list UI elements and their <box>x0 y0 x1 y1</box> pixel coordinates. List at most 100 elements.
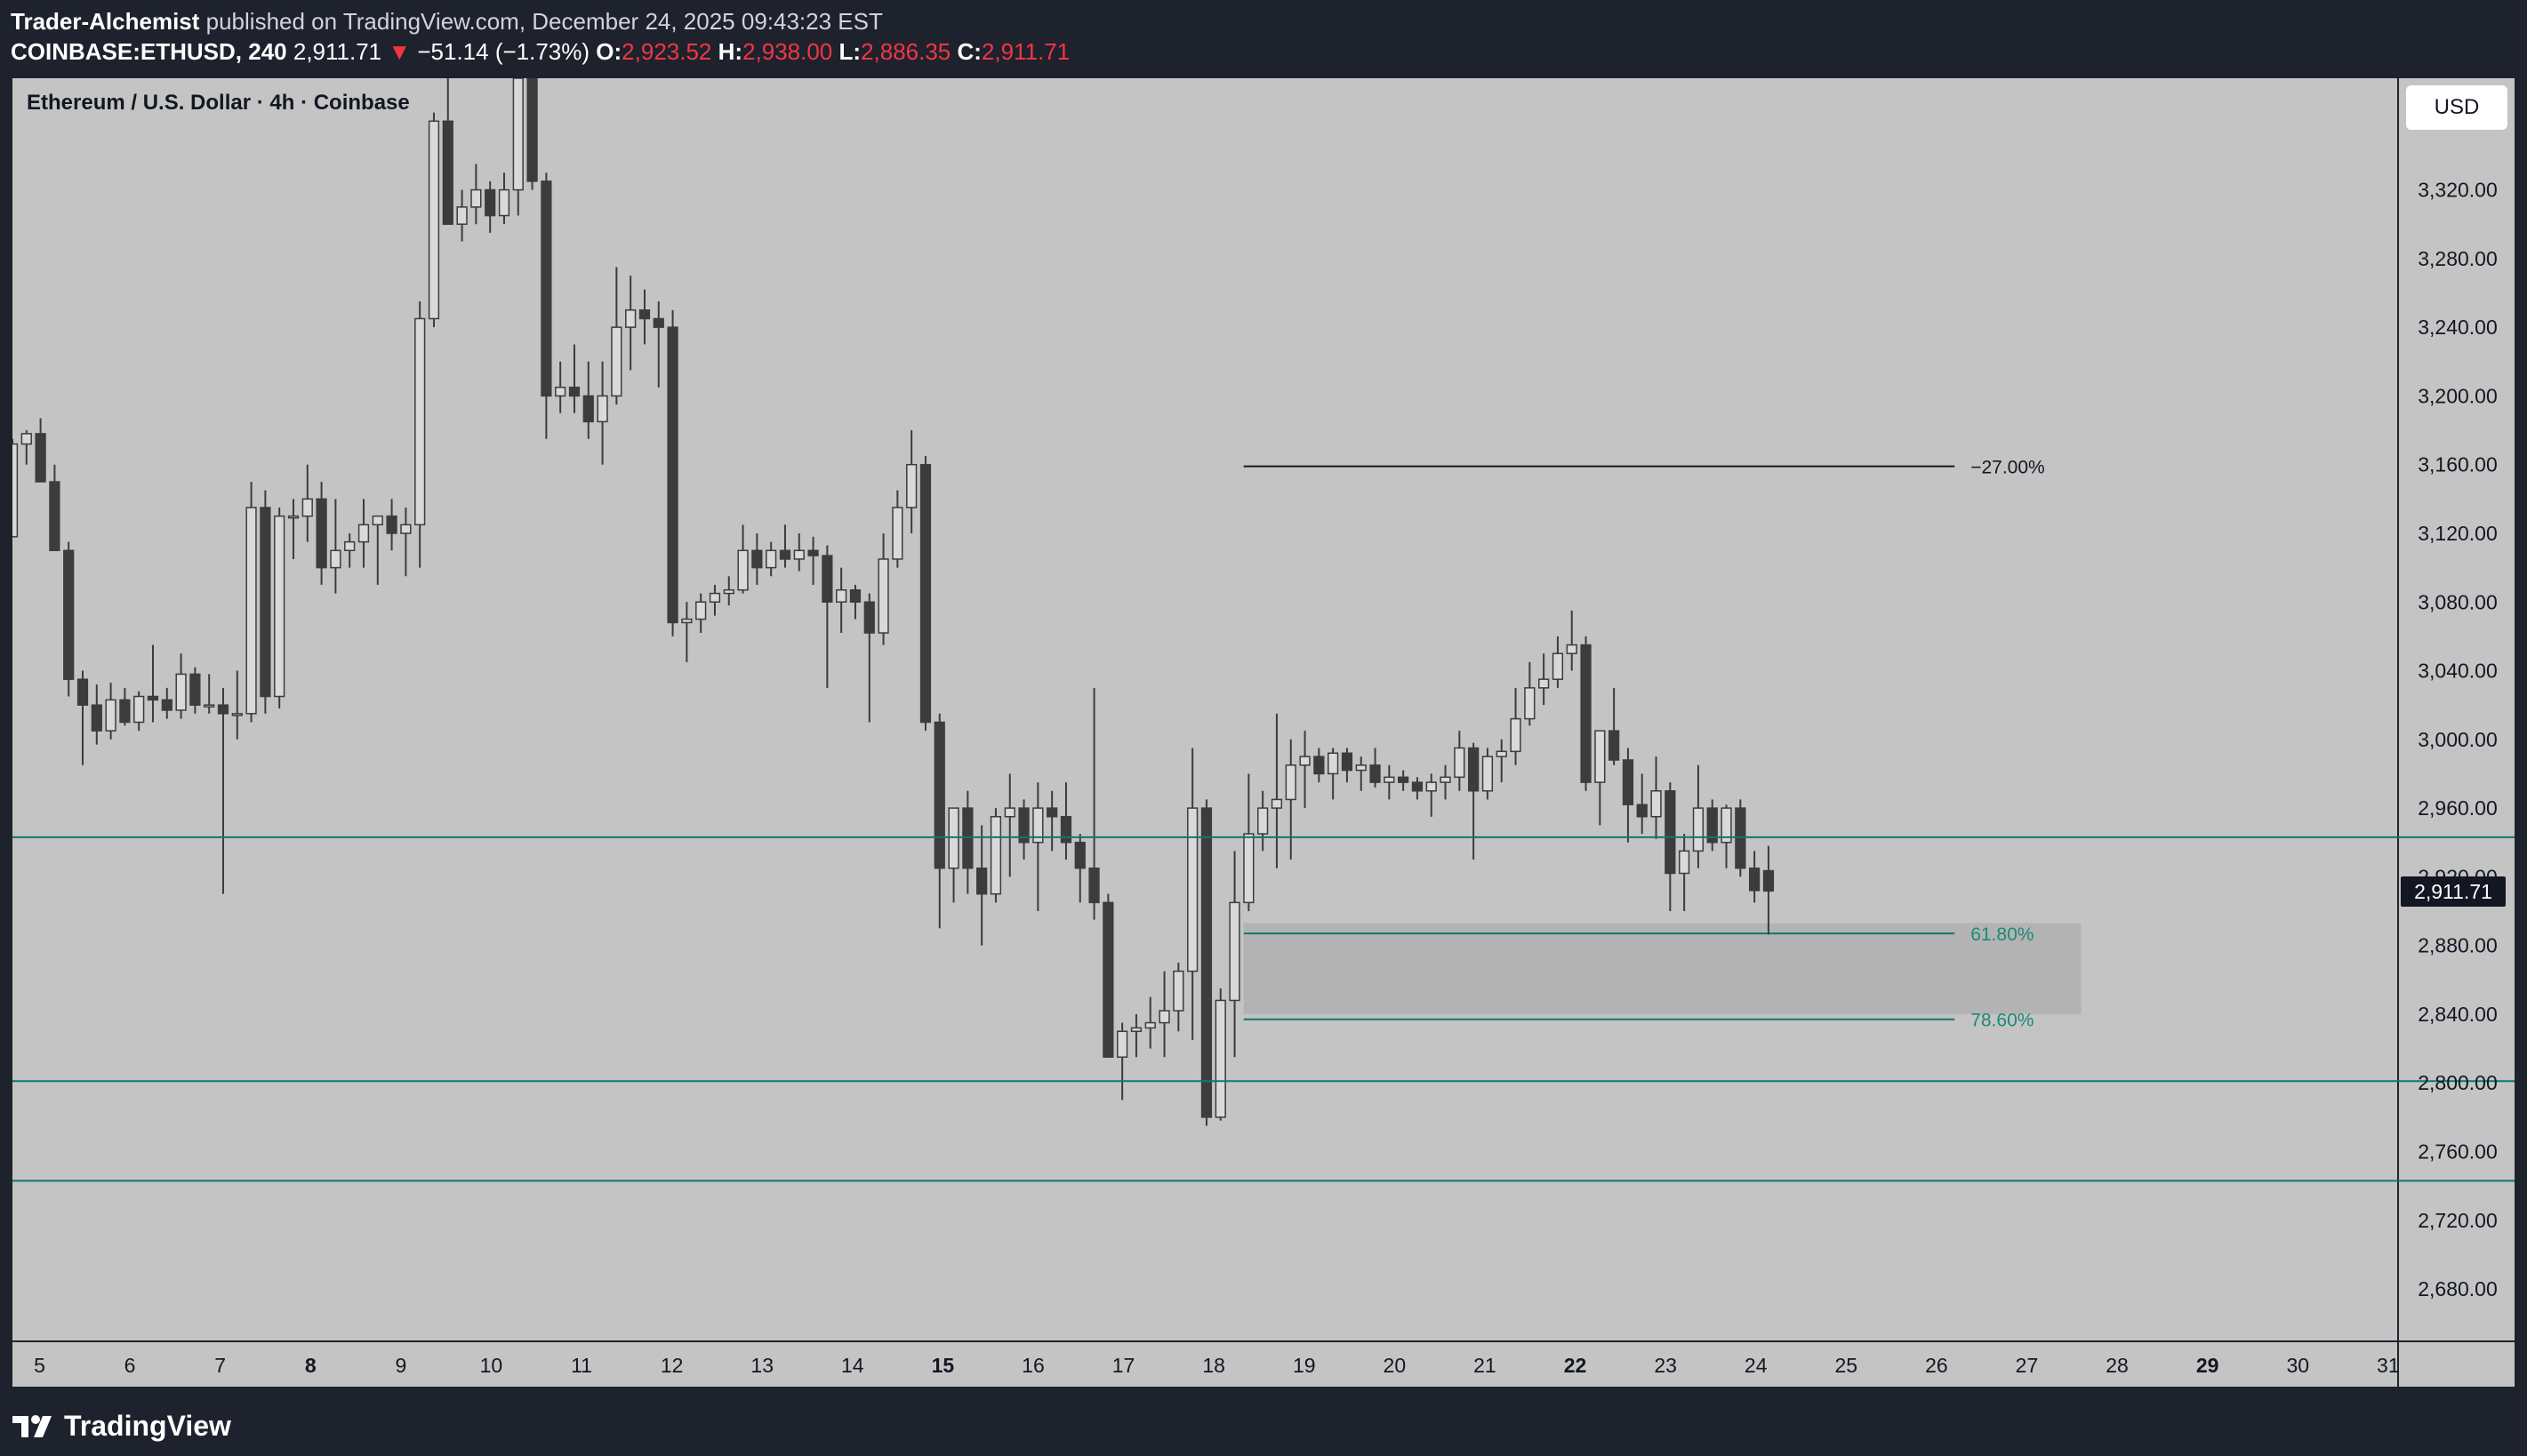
time-tick-label: 19 <box>1293 1354 1316 1377</box>
candle-down <box>1018 807 1030 844</box>
candle-up <box>1510 717 1521 753</box>
candle-up <box>456 206 468 225</box>
candle-up <box>766 549 777 569</box>
candle-up <box>1159 1010 1170 1024</box>
candle-down <box>1468 747 1480 792</box>
candle-up <box>695 601 707 620</box>
candle-up <box>681 618 693 624</box>
last-price-tag: 2,911.71 <box>2401 876 2506 907</box>
candle-up <box>723 588 734 595</box>
time-tick-label: 25 <box>1834 1354 1857 1377</box>
candle-up <box>372 515 383 526</box>
fib-zone <box>1243 923 2082 1014</box>
candle-up <box>344 540 356 552</box>
candle-up <box>1144 1021 1156 1029</box>
candle-down <box>653 317 664 328</box>
time-axis[interactable] <box>12 1342 2397 1387</box>
time-tick-label: 21 <box>1473 1354 1496 1377</box>
candle-up <box>906 463 918 508</box>
candle-down <box>119 699 131 724</box>
candle-down <box>638 309 651 320</box>
candle-down <box>1369 764 1381 783</box>
candle-up <box>1692 807 1705 852</box>
candle-up <box>1004 807 1015 818</box>
candle-down <box>147 695 159 701</box>
axis-corner <box>2399 1342 2515 1387</box>
change-value: −51.14 (−1.73%) <box>417 38 590 65</box>
price-tick-label: 2,840.00 <box>2418 1003 2498 1026</box>
price-tick-label: 3,240.00 <box>2418 316 2498 339</box>
candle-down <box>386 515 397 534</box>
candle-down <box>1580 644 1592 783</box>
time-tick-label: 6 <box>124 1354 136 1377</box>
time-tick-label: 27 <box>2016 1354 2039 1377</box>
price-tick-label: 3,000.00 <box>2418 728 2498 751</box>
candle-down <box>49 481 60 552</box>
candle-up <box>878 558 889 634</box>
candle-up <box>1130 1027 1143 1032</box>
author-name[interactable]: Trader-Alchemist <box>11 8 200 35</box>
candle-up <box>1552 652 1564 680</box>
chart-legend-title[interactable]: Ethereum / U.S. Dollar · 4h · Coinbase <box>27 91 410 115</box>
time-tick-label: 28 <box>2106 1354 2129 1377</box>
candle-down <box>1103 901 1114 1058</box>
candle-up <box>1721 807 1732 844</box>
candle-down <box>1088 867 1100 904</box>
candle-up <box>20 433 32 445</box>
price-tick-label: 3,080.00 <box>2418 590 2498 613</box>
price-tick-label: 3,120.00 <box>2418 522 2498 545</box>
candle-up <box>204 704 215 708</box>
candle-down <box>976 867 988 895</box>
candle-up <box>737 549 749 591</box>
candle-up <box>1243 833 1255 904</box>
candle-up <box>892 507 903 560</box>
candle-up <box>1454 747 1465 779</box>
candle-down <box>217 704 229 715</box>
candle-up <box>1384 776 1395 783</box>
plot-layer: −27.00% 61.80% 78.60% <box>12 78 2082 1126</box>
candle-up <box>1594 730 1606 783</box>
candle-up <box>1566 644 1577 654</box>
time-tick-label: 5 <box>34 1354 45 1377</box>
price-tick-label: 2,720.00 <box>2418 1209 2498 1232</box>
price-tick-label: 2,800.00 <box>2418 1071 2498 1094</box>
tradingview-logo[interactable]: TradingView <box>11 1408 231 1444</box>
candle-up <box>1481 756 1494 792</box>
candle-down <box>91 704 102 732</box>
last-price-value: 2,911.71 <box>293 38 382 65</box>
candle-down <box>35 433 46 483</box>
candle-down <box>1341 752 1353 772</box>
time-tick-label: 11 <box>571 1354 592 1377</box>
candle-up <box>1173 970 1184 1012</box>
price-tick-label: 2,880.00 <box>2418 934 2498 957</box>
price-tick-label: 2,960.00 <box>2418 796 2498 820</box>
candle-down <box>316 498 327 569</box>
candle-up <box>1425 781 1437 792</box>
candle-up <box>597 395 608 423</box>
candle-up <box>470 188 482 208</box>
candle-down <box>526 78 538 182</box>
candle-up <box>611 326 622 397</box>
candle-down <box>1749 867 1761 892</box>
close-label: C: <box>957 38 982 65</box>
currency-button[interactable]: USD <box>2406 85 2507 130</box>
time-tick-label: 29 <box>2196 1354 2219 1377</box>
candle-down <box>1047 807 1058 818</box>
time-tick-label: 24 <box>1745 1354 1768 1377</box>
price-tick-label: 3,200.00 <box>2418 384 2498 407</box>
candle-down <box>849 588 862 604</box>
chart-pane[interactable] <box>12 78 2397 1340</box>
candle-down <box>1622 759 1634 805</box>
price-axis[interactable] <box>2399 78 2515 1340</box>
symbol-label: COINBASE:ETHUSD, 240 <box>11 38 287 65</box>
candle-up <box>512 78 524 191</box>
candle-up <box>1229 901 1240 1002</box>
price-tick-label: 3,320.00 <box>2418 179 2498 202</box>
high-label: H: <box>718 38 743 65</box>
candle-down <box>667 326 678 624</box>
high-value: 2,938.00 <box>742 38 833 65</box>
candle-up <box>414 317 426 526</box>
candle-down <box>568 387 581 397</box>
candle-up <box>1328 752 1339 775</box>
